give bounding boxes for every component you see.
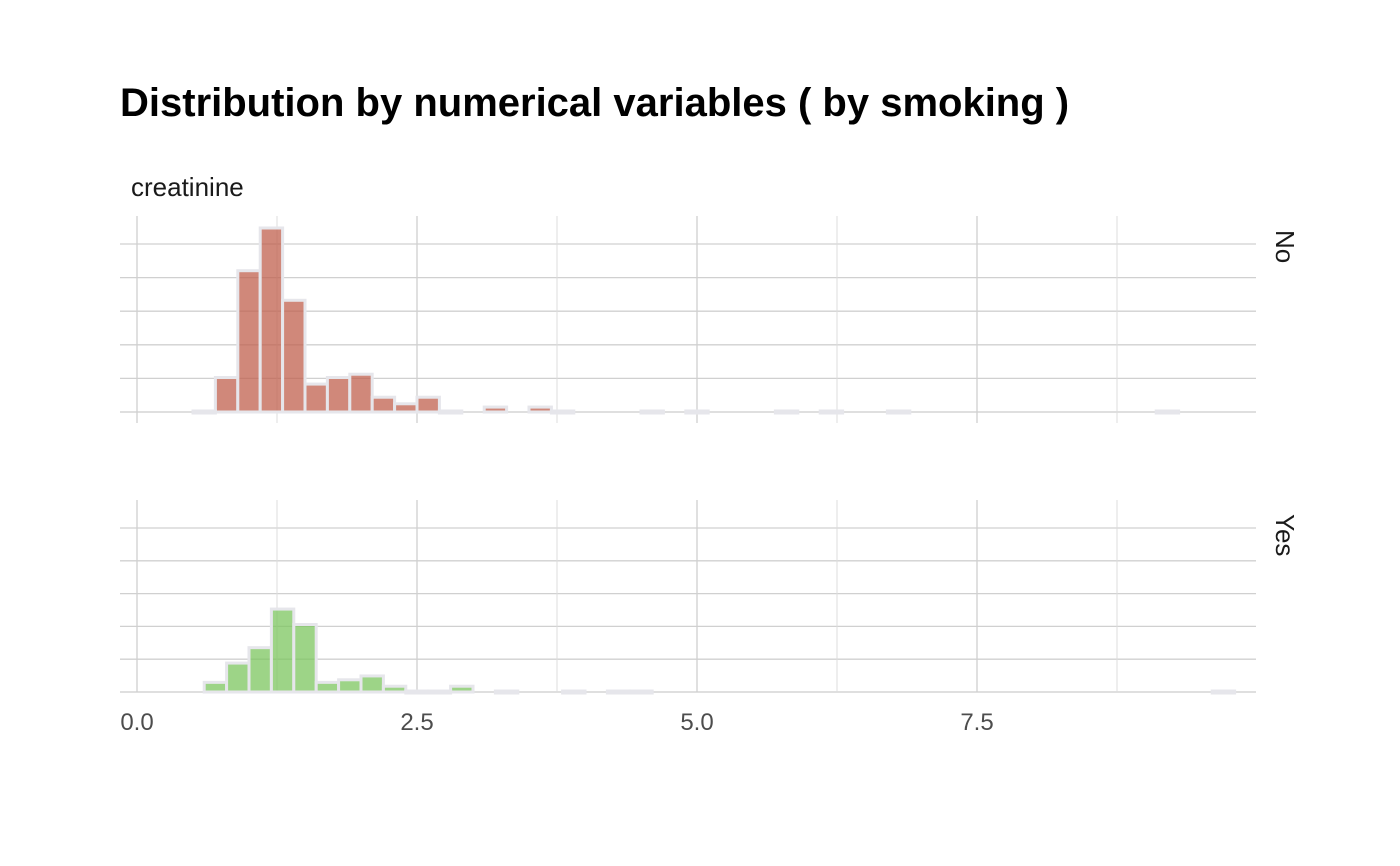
x-tick-label: 7.5 <box>960 709 993 736</box>
histogram-bar <box>1210 689 1237 695</box>
histogram-bar <box>415 395 441 414</box>
histogram-bar <box>628 689 654 695</box>
histogram-bar <box>605 689 632 695</box>
histogram-bar <box>191 409 217 415</box>
x-tick-label: 0.0 <box>120 709 153 736</box>
histogram-bar <box>818 409 845 415</box>
histogram-bar <box>258 226 285 414</box>
histogram-bar <box>549 409 576 415</box>
histogram-bar <box>1154 409 1181 415</box>
histogram-bar <box>449 684 475 694</box>
histogram-bar <box>426 689 453 695</box>
histogram-bar <box>404 689 430 695</box>
histogram-bar <box>292 623 318 694</box>
histogram-bar <box>684 409 710 415</box>
histogram-bar <box>236 269 262 414</box>
histogram-bar <box>281 298 307 414</box>
histogram-bar <box>482 405 509 414</box>
facet-panel-no: No <box>120 216 1300 423</box>
histogram-bar <box>437 409 464 415</box>
histogram-bar <box>493 689 520 695</box>
histogram-bar <box>303 382 329 414</box>
facet-label-yes: Yes <box>1270 514 1300 556</box>
histogram-bar <box>247 646 273 694</box>
histogram-bar <box>561 689 587 695</box>
histogram-bar <box>202 680 229 694</box>
histogram-bar <box>348 372 374 414</box>
histogram-bar <box>269 607 296 694</box>
facet-variable-label: creatinine <box>131 172 244 202</box>
histogram-bar <box>337 678 363 694</box>
plot-area: No Yes 0.0 2.5 5.0 7.5 <box>120 216 1300 736</box>
histogram-bar <box>359 674 385 694</box>
x-tick-label: 2.5 <box>400 709 433 736</box>
histogram-bar <box>773 409 800 415</box>
facet-label-no: No <box>1270 230 1300 263</box>
histogram-bar <box>370 395 397 414</box>
histogram-bar <box>225 661 251 694</box>
histogram-bar <box>381 684 408 694</box>
histogram-bar <box>314 680 341 694</box>
histogram-bar <box>527 405 553 414</box>
histogram-bar <box>885 409 912 415</box>
chart-title: Distribution by numerical variables ( by… <box>120 81 1069 125</box>
histogram-bar <box>213 376 240 414</box>
x-tick-label: 5.0 <box>680 709 713 736</box>
histogram-bar <box>639 409 665 415</box>
histogram-bar <box>325 376 352 414</box>
histogram-bar <box>393 402 419 414</box>
facet-panel-yes: Yes <box>120 500 1300 695</box>
